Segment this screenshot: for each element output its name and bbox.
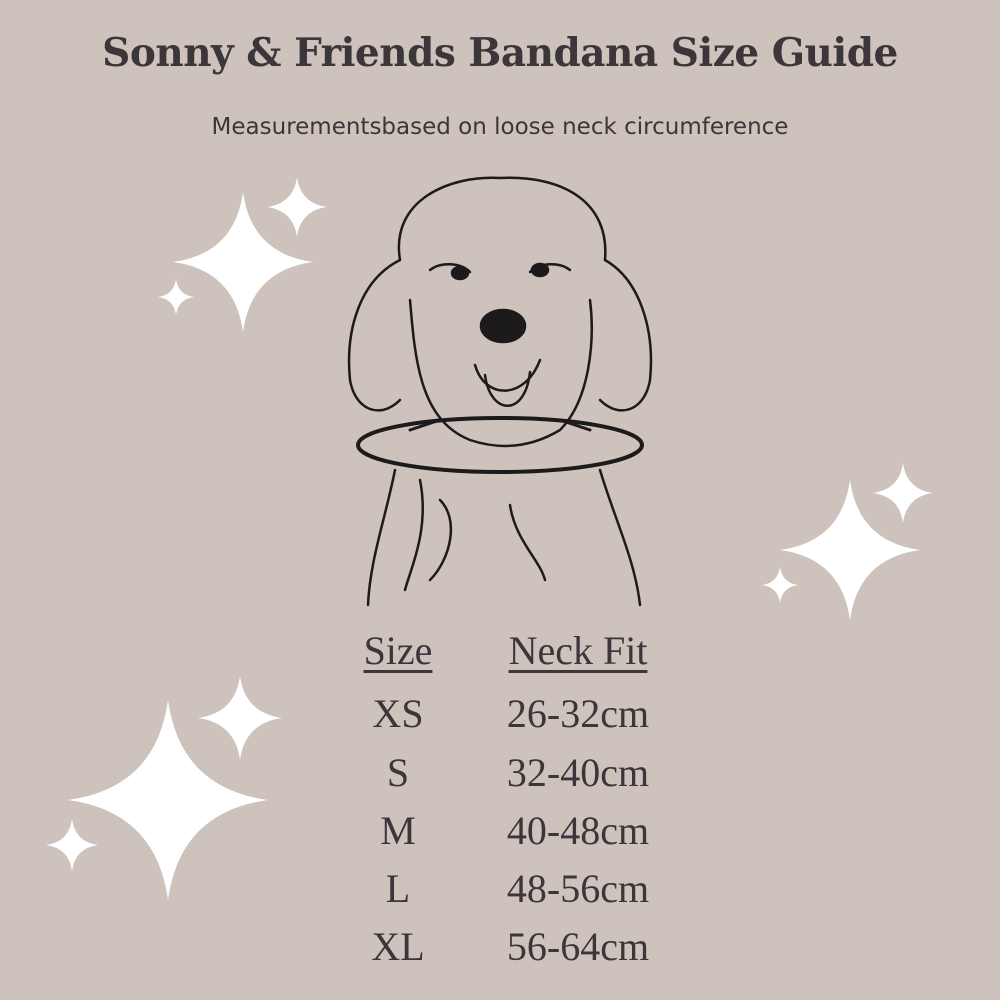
- neck-fit-cell: 26-32cm: [506, 691, 650, 736]
- sparkle-icon: [780, 480, 920, 620]
- neck-fit-cell: 56-64cm: [506, 924, 650, 969]
- sparkle-icon: [173, 192, 313, 332]
- sparkle-icon: [46, 819, 98, 871]
- size-cell: M: [380, 808, 416, 853]
- subtitle: Measurementsbased on loose neck circumfe…: [211, 114, 789, 140]
- size-cell: S: [386, 750, 410, 795]
- sparkle-icon: [158, 279, 194, 315]
- sparkle-icon: [873, 463, 933, 523]
- page-title: Sonny & Friends Bandana Size Guide: [102, 30, 898, 76]
- neck-fit-cell: 48-56cm: [506, 866, 650, 911]
- size-cell: XS: [372, 691, 424, 736]
- sparkle-icon: [267, 177, 327, 237]
- size-cell: XL: [371, 924, 425, 969]
- neck-fit-column-header: Neck Fit: [508, 628, 648, 673]
- sparkle-icon: [68, 700, 268, 900]
- neck-fit-cell: 32-40cm: [506, 750, 650, 795]
- neck-fit-cell: 40-48cm: [506, 808, 650, 853]
- sparkle-icon: [198, 676, 282, 760]
- sparkle-icon: [762, 567, 798, 603]
- dog-illustration: [347, 176, 653, 607]
- size-column-header: Size: [363, 628, 433, 673]
- size-cell: L: [385, 866, 411, 911]
